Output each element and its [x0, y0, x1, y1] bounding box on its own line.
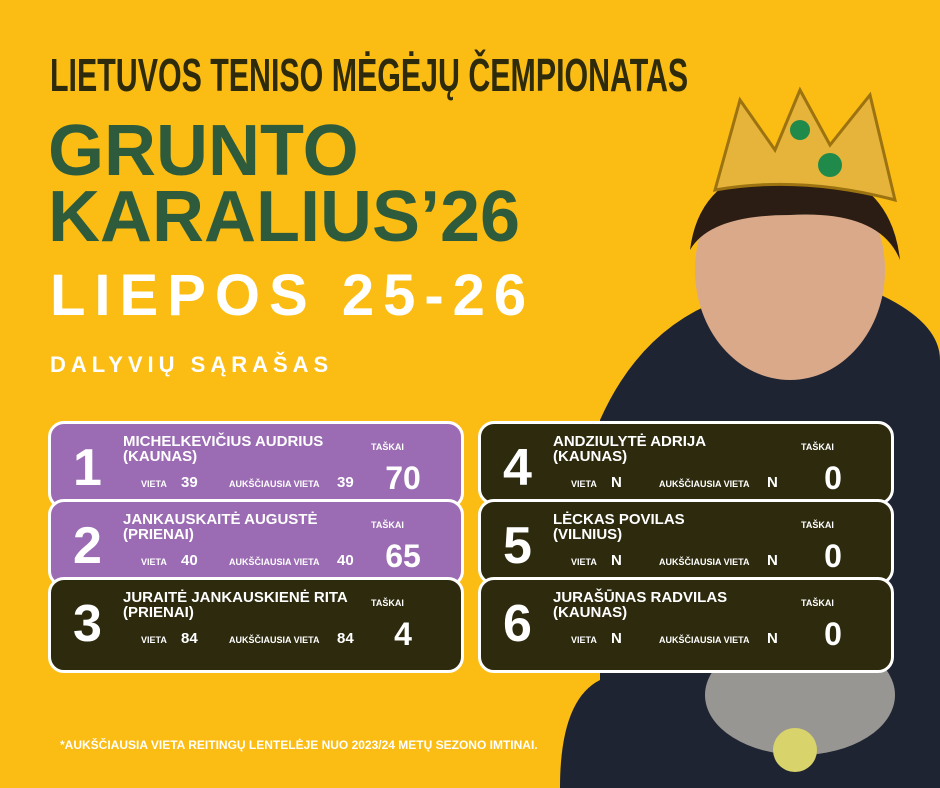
place: 4	[503, 439, 532, 497]
rank-value: 84	[181, 630, 198, 647]
rank-value: 39	[181, 474, 198, 491]
city: (KAUNAS)	[553, 604, 628, 621]
best-rank-label: AUKŠČIAUSIA VIETA	[229, 635, 320, 645]
rank-label: VIETA	[571, 557, 597, 567]
name: JURAŠŪNAS RADVILAS	[553, 589, 728, 606]
points-label: TAŠKAI	[371, 598, 404, 608]
player-name: JURAŠŪNAS RADVILAS (KAUNAS)	[553, 590, 727, 620]
event-line-2: KARALIUS’26	[48, 177, 521, 257]
points: 65	[385, 538, 421, 574]
name: MICHELKEVIČIUS AUDRIUS	[123, 433, 324, 450]
best-rank-value: N	[767, 552, 778, 569]
points-label: TAŠKAI	[371, 520, 404, 530]
points-label: TAŠKAI	[801, 520, 834, 530]
player-card: 5 LĖCKAS POVILAS (VILNIUS) TAŠKAI VIETA N AUKŠ…	[478, 499, 894, 585]
player-name: LĖCKAS POVILAS (VILNIUS)	[553, 512, 685, 542]
footer-note: *AUKŠČIAUSIA VIETA REITINGŲ LENTELĖJE NU…	[60, 738, 538, 752]
best-rank-label: AUKŠČIAUSIA VIETA	[659, 635, 750, 645]
city: (KAUNAS)	[553, 448, 628, 465]
best-rank-label: AUKŠČIAUSIA VIETA	[659, 557, 750, 567]
place: 1	[73, 439, 102, 497]
rank-label: VIETA	[141, 479, 167, 489]
points: 0	[824, 616, 842, 652]
name: LĖCKAS POVILAS	[553, 511, 685, 528]
best-rank-value: 40	[337, 552, 354, 569]
rank-label: VIETA	[571, 479, 597, 489]
player-name: ANDZIULYTĖ ADRIJA (KAUNAS)	[553, 434, 706, 464]
points: 4	[394, 616, 412, 652]
rank-value: 40	[181, 552, 198, 569]
rank-label: VIETA	[571, 635, 597, 645]
event-line-1: GRUNTO	[48, 111, 359, 191]
best-rank-value: 39	[337, 474, 354, 491]
city: (PRIENAI)	[123, 526, 194, 543]
best-rank-label: AUKŠČIAUSIA VIETA	[229, 557, 320, 567]
place: 5	[503, 517, 532, 575]
best-rank-value: 84	[337, 630, 354, 647]
player-card: 2 JANKAUSKAITĖ AUGUSTĖ (PRIENAI) TAŠKAI VIET…	[48, 499, 464, 587]
dates: LIEPOS 25-26	[50, 263, 536, 328]
points-label: TAŠKAI	[801, 598, 834, 608]
rank-value: N	[611, 474, 622, 491]
rank-value: N	[611, 630, 622, 647]
name: JURAITĖ JANKAUSKIENĖ RITA	[123, 589, 348, 606]
list-title: DALYVIŲ SĄRAŠAS	[50, 352, 334, 377]
name: JANKAUSKAITĖ AUGUSTĖ	[123, 511, 318, 528]
rank-label: VIETA	[141, 635, 167, 645]
points: 0	[824, 460, 842, 496]
points: 0	[824, 538, 842, 574]
city: (VILNIUS)	[553, 526, 623, 543]
city: (KAUNAS)	[123, 448, 198, 465]
place: 6	[503, 595, 532, 653]
player-card: 4 ANDZIULYTĖ ADRIJA (KAUNAS) TAŠKAI VIETA N AU…	[478, 421, 894, 505]
title: LIETUVOS TENISO MĖGĖJŲ ČEMPIONATAS	[50, 49, 689, 101]
player-card: 1 MICHELKEVIČIUS AUDRIUS (KAUNAS) TAŠKAI VIE…	[48, 421, 464, 509]
player-card: 6 JURAŠŪNAS RADVILAS (KAUNAS) TAŠKAI VIETA N A…	[478, 577, 894, 673]
points: 70	[385, 460, 421, 496]
name: ANDZIULYTĖ ADRIJA	[553, 433, 707, 450]
best-rank-value: N	[767, 474, 778, 491]
player-name: MICHELKEVIČIUS AUDRIUS (KAUNAS)	[123, 434, 323, 464]
points-label: TAŠKAI	[801, 442, 834, 452]
rank-label: VIETA	[141, 557, 167, 567]
player-card: 3 JURAITĖ JANKAUSKIENĖ RITA (PRIENAI) TAŠKA…	[48, 577, 464, 673]
best-rank-value: N	[767, 630, 778, 647]
best-rank-label: AUKŠČIAUSIA VIETA	[229, 479, 320, 489]
best-rank-label: AUKŠČIAUSIA VIETA	[659, 479, 750, 489]
place: 2	[73, 517, 102, 575]
city: (PRIENAI)	[123, 604, 194, 621]
place: 3	[73, 595, 102, 653]
player-name: JANKAUSKAITĖ AUGUSTĖ (PRIENAI)	[123, 512, 317, 542]
points-label: TAŠKAI	[371, 442, 404, 452]
player-name: JURAITĖ JANKAUSKIENĖ RITA (PRIENAI)	[123, 590, 348, 620]
rank-value: N	[611, 552, 622, 569]
